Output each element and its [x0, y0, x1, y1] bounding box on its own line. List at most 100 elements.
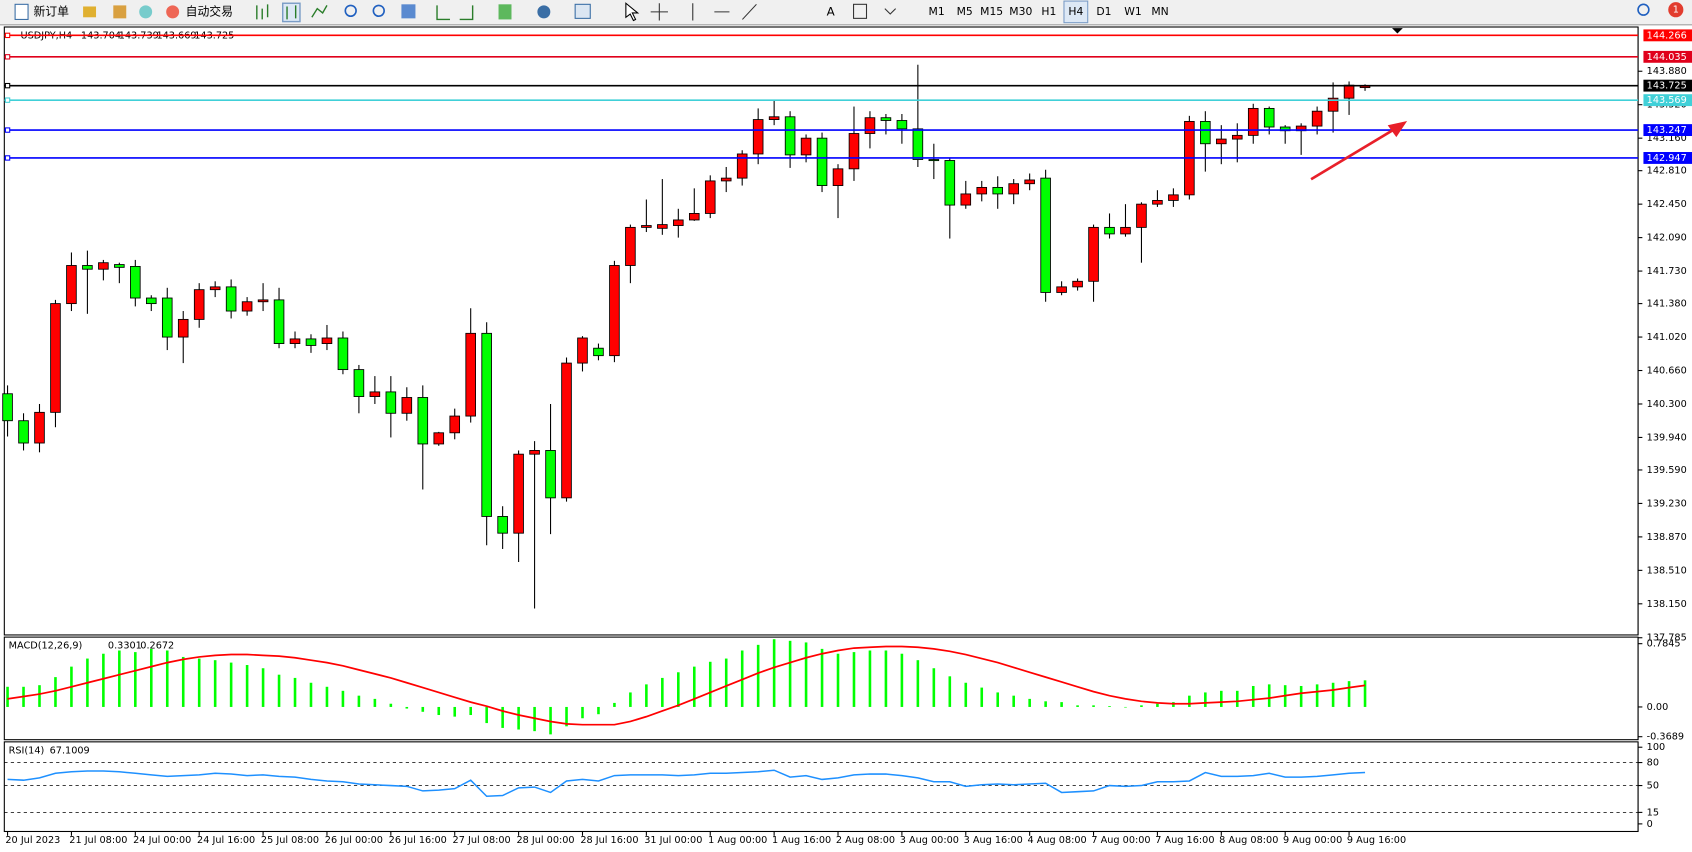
- scroll-buttons[interactable]: [436, 5, 474, 21]
- timeframe-button[interactable]: M1: [929, 5, 945, 18]
- x-tick-label: 26 Jul 16:00: [389, 835, 447, 846]
- toolbar-icon[interactable]: [139, 5, 153, 19]
- x-tick-label: 24 Jul 16:00: [197, 835, 255, 846]
- templates-button[interactable]: [574, 3, 591, 19]
- y-tick-label: 15: [1647, 807, 1659, 818]
- indicator-value: 0.2672: [140, 641, 174, 652]
- macd-bar: [756, 644, 760, 707]
- macd-bar: [38, 685, 41, 707]
- macd-bar: [1124, 706, 1127, 708]
- x-tick-label: 2 Aug 08:00: [836, 835, 895, 846]
- y-tick-label: 138.510: [1647, 565, 1687, 576]
- y-tick-label: 141.730: [1647, 266, 1687, 277]
- macd-bar: [948, 676, 952, 707]
- price-level-handle: [4, 82, 11, 89]
- macd-bar: [1156, 703, 1159, 707]
- timeframe-button[interactable]: M15: [980, 5, 1003, 18]
- macd-bar: [1363, 680, 1367, 707]
- label-tool[interactable]: [853, 3, 868, 19]
- auto-trading-button[interactable]: 自动交易: [186, 4, 233, 18]
- timeframe-button[interactable]: H1: [1041, 5, 1056, 18]
- y-tick-label: 100: [1647, 742, 1666, 753]
- candle-chart-button[interactable]: [282, 2, 301, 23]
- search-button[interactable]: [1637, 3, 1650, 16]
- price-level-label: 143.569: [1647, 95, 1687, 106]
- timeframe-button[interactable]: M30: [1009, 5, 1032, 18]
- macd-bar: [405, 706, 409, 709]
- macd-bar: [373, 698, 377, 707]
- candle-body: [1136, 203, 1147, 228]
- line-tools[interactable]: [692, 3, 757, 21]
- line-chart-button[interactable]: [311, 5, 328, 18]
- new-order-icon[interactable]: [14, 3, 29, 20]
- x-tick-label: 20 Jul 2023: [5, 835, 60, 846]
- y-tick-label: 0: [1647, 819, 1653, 830]
- candle-body: [289, 338, 301, 344]
- timeframe-button[interactable]: W1: [1124, 5, 1142, 18]
- timeframe-button[interactable]: D1: [1096, 5, 1111, 18]
- macd-bar: [54, 677, 57, 707]
- x-tick-label: 1 Aug 00:00: [708, 835, 767, 846]
- candle-body: [401, 397, 413, 414]
- macd-bar: [1267, 684, 1271, 707]
- toolbar-icon[interactable]: [83, 6, 97, 18]
- toolbar-icon[interactable]: [113, 5, 127, 19]
- x-tick-label: 26 Jul 00:00: [325, 835, 383, 846]
- y-tick-label: 142.090: [1647, 233, 1687, 244]
- macd-bar: [1315, 684, 1319, 707]
- candle-body: [1104, 226, 1115, 235]
- shapes-tool[interactable]: [884, 8, 897, 15]
- x-tick-label: 31 Jul 00:00: [644, 835, 702, 846]
- auto-trading-icon[interactable]: [166, 5, 180, 19]
- candle-body: [1040, 177, 1051, 293]
- x-tick-label: 25 Jul 08:00: [261, 835, 319, 846]
- candle-body: [625, 226, 636, 266]
- y-tick-label: 141.380: [1647, 299, 1687, 310]
- periods-button[interactable]: [537, 5, 551, 19]
- timeframe-button[interactable]: H4: [1068, 5, 1083, 18]
- candle-body: [577, 337, 588, 364]
- bar-chart-button[interactable]: [256, 4, 269, 20]
- crosshair-button[interactable]: [650, 3, 668, 21]
- y-tick-label: 0.00: [1647, 702, 1669, 713]
- rsi-line: [7, 769, 1366, 798]
- candle-body: [848, 133, 860, 170]
- y-tick-label: 140.660: [1647, 366, 1687, 377]
- candle-body: [513, 453, 524, 534]
- timeframe-button[interactable]: M5: [957, 5, 973, 18]
- candle-body: [976, 186, 988, 195]
- macd-bar: [964, 682, 968, 707]
- new-order-button[interactable]: 新订单: [33, 4, 69, 18]
- price-level-label: 143.247: [1647, 125, 1687, 136]
- indicator-value: 0.3301: [108, 641, 142, 652]
- macd-bar: [661, 677, 664, 707]
- candle-body: [353, 369, 365, 397]
- candle-body: [433, 432, 445, 445]
- macd-bar: [469, 706, 472, 716]
- candle-body: [1072, 280, 1083, 288]
- notification-badge[interactable]: [1668, 2, 1684, 18]
- candle-body: [337, 337, 349, 371]
- timeframes: M1 M5 M15 M30 H1 H4 D1 W1 MN: [929, 5, 1169, 18]
- macd-bar: [980, 687, 984, 707]
- cursor-button[interactable]: [625, 2, 640, 22]
- y-tick-label: 139.940: [1647, 432, 1687, 443]
- text-tool[interactable]: A: [827, 4, 836, 18]
- macd-bar: [1044, 701, 1047, 707]
- candle-body: [1311, 110, 1323, 127]
- y-tick-label: -0.3689: [1647, 732, 1684, 743]
- zoom-in-button[interactable]: [344, 4, 357, 18]
- timeframe-button[interactable]: MN: [1151, 5, 1168, 18]
- indicator-title: MACD(12,26,9): [9, 641, 83, 652]
- macd-bar: [118, 650, 121, 707]
- macd-bar: [197, 658, 201, 707]
- macd-bar: [245, 665, 249, 707]
- macd-bar: [453, 706, 457, 717]
- candle-body: [641, 225, 652, 228]
- indicators-button[interactable]: [498, 4, 512, 20]
- tile-button[interactable]: [401, 4, 416, 19]
- y-tick-label: 50: [1647, 781, 1659, 792]
- y-tick-label: 142.450: [1647, 199, 1687, 210]
- candle-body: [2, 393, 13, 422]
- zoom-out-button[interactable]: [372, 4, 385, 18]
